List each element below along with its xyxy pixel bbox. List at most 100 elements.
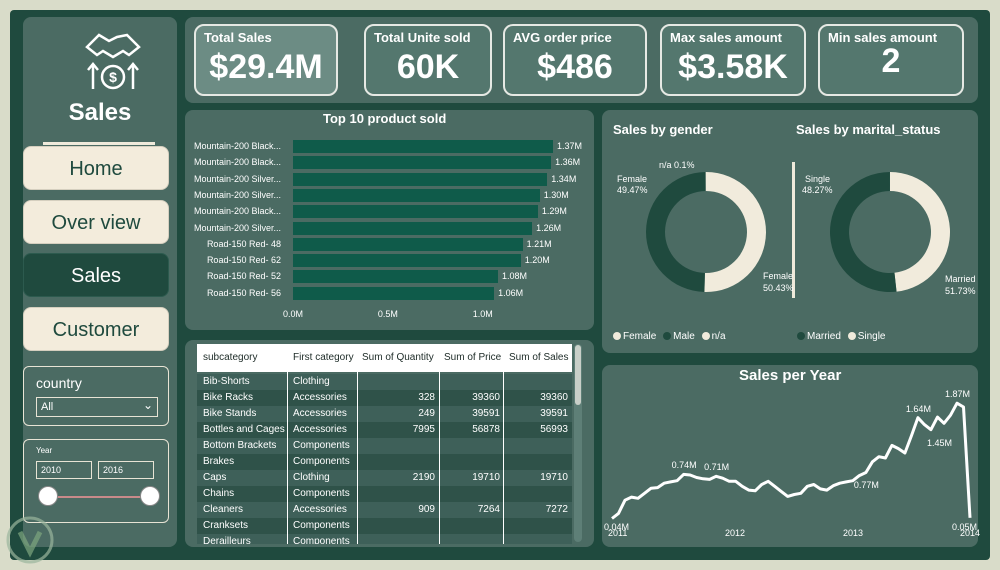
table-row[interactable]: Bike Stands Accessories 249 39591 39591: [197, 406, 572, 422]
table-cell: Accessories: [293, 392, 347, 403]
country-slicer-title: country: [36, 375, 82, 391]
kpi-value: $3.58K: [678, 48, 788, 86]
table-cell: Chains: [203, 488, 235, 499]
bar[interactable]: [293, 221, 533, 235]
bar[interactable]: [293, 188, 540, 202]
year-to-input[interactable]: 2016: [98, 461, 154, 479]
table-row[interactable]: Bib-Shorts Clothing: [197, 374, 572, 390]
table-cell: Bottles and Cages: [203, 424, 285, 435]
year-slider-start-handle[interactable]: [38, 486, 58, 506]
table-cell: 39591: [472, 408, 500, 419]
legend-label: Single: [857, 331, 886, 342]
watermark-logo-icon: [6, 516, 54, 564]
column-divider: [357, 344, 358, 544]
sales-per-year-chart: Sales per Year 0.04M 0.74M 0.71M 0.77M 1.64M…: [602, 365, 980, 547]
table-cell: 249: [418, 408, 435, 419]
x-tick-label: 1.0M: [472, 309, 493, 319]
kpi-value: $486: [537, 48, 613, 86]
column-header[interactable]: First category: [293, 352, 354, 363]
x-tick-label: 2013: [843, 528, 864, 538]
demographics-panel: Sales by gender Sales by marital_status …: [602, 110, 978, 353]
data-label: 0.05M: [952, 521, 978, 532]
handshake-dollar-icon: $: [85, 33, 141, 90]
nav-customer-button[interactable]: Customer: [23, 307, 169, 351]
table-row[interactable]: Cleaners Accessories 909 7264 7272: [197, 502, 572, 518]
table-row[interactable]: Chains Components: [197, 486, 572, 502]
chevron-down-icon: ⌄: [142, 398, 153, 412]
donut-slice-female[interactable]: [704, 172, 767, 292]
table-scroll-thumb[interactable]: [575, 345, 581, 405]
column-header[interactable]: Sum of Price: [444, 352, 502, 363]
data-label: 0.71M: [704, 462, 730, 473]
kpi-label: AVG order price: [513, 30, 612, 45]
table-row[interactable]: Brakes Components: [197, 454, 572, 470]
table-cell: 39591: [540, 408, 568, 419]
gender-male-name: Female: [617, 174, 648, 184]
table-cell: Derailleurs: [203, 536, 251, 544]
year-slicer: Year 2010 2016: [23, 439, 169, 523]
year-slider-track[interactable]: [48, 496, 150, 498]
country-dropdown[interactable]: All ⌄: [36, 397, 158, 417]
table-scrollbar[interactable]: [574, 344, 582, 542]
column-header[interactable]: Sum of Sales: [509, 352, 569, 363]
nav-overview-button[interactable]: Over view: [23, 200, 169, 244]
year-slider-end-handle[interactable]: [140, 486, 160, 506]
table-cell: Bib-Shorts: [203, 376, 250, 387]
bar[interactable]: [293, 172, 548, 186]
table-row[interactable]: Derailleurs Components: [197, 534, 572, 544]
bar[interactable]: [293, 254, 521, 268]
legend-label: Male: [673, 331, 695, 342]
table-row[interactable]: Caps Clothing 2190 19710 19710: [197, 470, 572, 486]
country-dropdown-value: All: [41, 401, 54, 413]
column-divider: [287, 344, 288, 544]
table-cell: 2190: [412, 472, 435, 483]
table-cell: Bike Stands: [203, 408, 257, 419]
marital-single-value: 48.27%: [802, 185, 833, 195]
table-cell: Cleaners: [203, 504, 244, 515]
bar-category-label: Road-150 Red- 52: [206, 271, 281, 282]
column-divider: [439, 344, 440, 544]
table-cell: 19710: [472, 472, 500, 483]
legend-label: n/a: [711, 331, 726, 342]
bar-category-label: Mountain-200 Black...: [193, 206, 281, 217]
legend-dot: [797, 332, 805, 340]
table-cell: 328: [418, 392, 435, 403]
title-underline: [43, 142, 155, 145]
column-header[interactable]: Sum of Quantity: [362, 352, 434, 363]
table-row[interactable]: Bike Racks Accessories 328 39360 39360: [197, 390, 572, 406]
kpi-card: Total Sales $29.4M: [194, 24, 338, 96]
bar-category-label: Mountain-200 Silver...: [193, 173, 281, 184]
bar[interactable]: [293, 140, 553, 153]
kpi-card: Max sales amount $3.58K: [660, 24, 806, 96]
donut-slice-single[interactable]: [890, 172, 951, 292]
donut-slice-married[interactable]: [830, 172, 897, 292]
donut-slice-male[interactable]: [645, 172, 706, 292]
table-row[interactable]: Cranksets Components: [197, 518, 572, 534]
bar-value-label: 1.34M: [551, 173, 577, 184]
table-row[interactable]: Bottom Brackets Components: [197, 438, 572, 454]
kpi-card: AVG order price $486: [503, 24, 647, 96]
bar-value-label: 1.26M: [536, 222, 562, 233]
nav-sales-button[interactable]: Sales: [23, 253, 169, 297]
sidebar-title: Sales: [68, 99, 132, 126]
bar[interactable]: [293, 156, 552, 170]
table-cell: 909: [418, 504, 435, 515]
nav-home-button[interactable]: Home: [23, 146, 169, 190]
bar-category-label: Road-150 Red- 48: [206, 238, 281, 249]
table-cell: Bike Racks: [203, 392, 254, 403]
table-cell: Accessories: [293, 424, 347, 435]
bar-value-label: 1.37M: [557, 141, 583, 151]
bar[interactable]: [293, 286, 495, 300]
data-label: 1.45M: [926, 437, 952, 448]
bar[interactable]: [293, 237, 523, 251]
bar-value-label: 1.20M: [524, 255, 550, 266]
table-row[interactable]: Bottles and Cages Accessories 7995 56878 569…: [197, 422, 572, 438]
sales-line-series[interactable]: [611, 401, 972, 520]
bar[interactable]: [293, 270, 498, 284]
top-products-chart: Top 10 product sold Mountain-200 Black..…: [185, 110, 594, 330]
bar[interactable]: [293, 205, 538, 219]
column-header[interactable]: subcategory: [203, 352, 258, 363]
table-cell: 19710: [540, 472, 568, 483]
year-from-input[interactable]: 2010: [36, 461, 92, 479]
bar-value-label: 1.21M: [526, 238, 552, 249]
